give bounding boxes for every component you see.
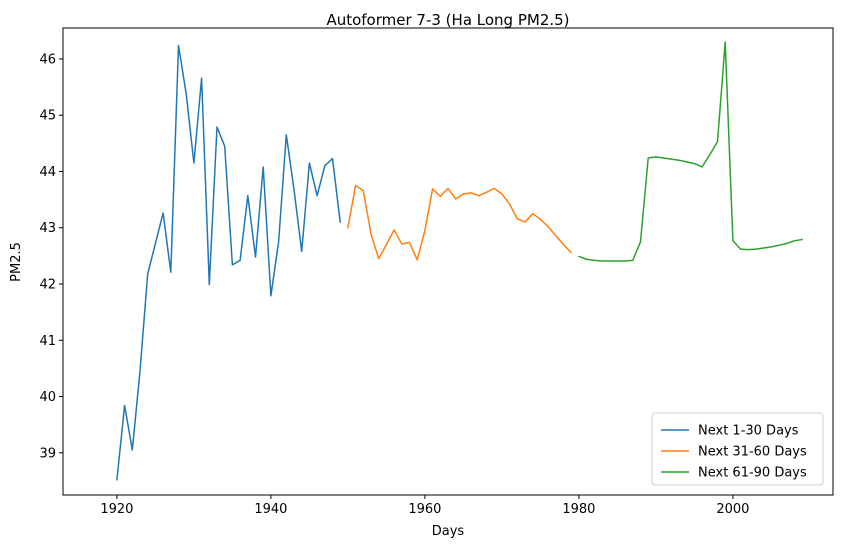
- series-line-1: [116, 44, 341, 481]
- legend-box: [651, 412, 824, 486]
- y-tick-label: 45: [39, 109, 56, 124]
- series-line-3: [578, 41, 803, 262]
- series-line-2: [347, 184, 572, 261]
- plot-frame: [62, 27, 834, 496]
- x-tick-label: 1940: [254, 502, 287, 517]
- chart-title: Autoformer 7-3 (Ha Long PM2.5): [326, 11, 569, 29]
- x-tick-label: 1920: [100, 502, 133, 517]
- y-tick-label: 42: [39, 278, 56, 293]
- legend: Next 1-30 Days Next 31-60 Days Next 61-90 …: [651, 412, 824, 486]
- y-tick-label: 44: [39, 165, 56, 180]
- legend-entry-3: Next 61-90 Days: [698, 466, 807, 481]
- x-tick-label: 2000: [716, 502, 749, 517]
- y-axis-label: PM2.5: [9, 242, 24, 282]
- legend-entry-2: Next 31-60 Days: [698, 445, 807, 460]
- x-tick-label: 1960: [408, 502, 441, 517]
- y-tick-label: 43: [39, 221, 56, 236]
- y-tick-label: 39: [39, 446, 56, 461]
- y-tick-label: 40: [39, 390, 56, 405]
- legend-entry-1: Next 1-30 Days: [698, 424, 799, 439]
- y-tick-label: 46: [39, 52, 56, 67]
- x-tick-label: 1980: [562, 502, 595, 517]
- y-tick-label: 41: [39, 334, 56, 349]
- x-axis-label: Days: [432, 524, 465, 539]
